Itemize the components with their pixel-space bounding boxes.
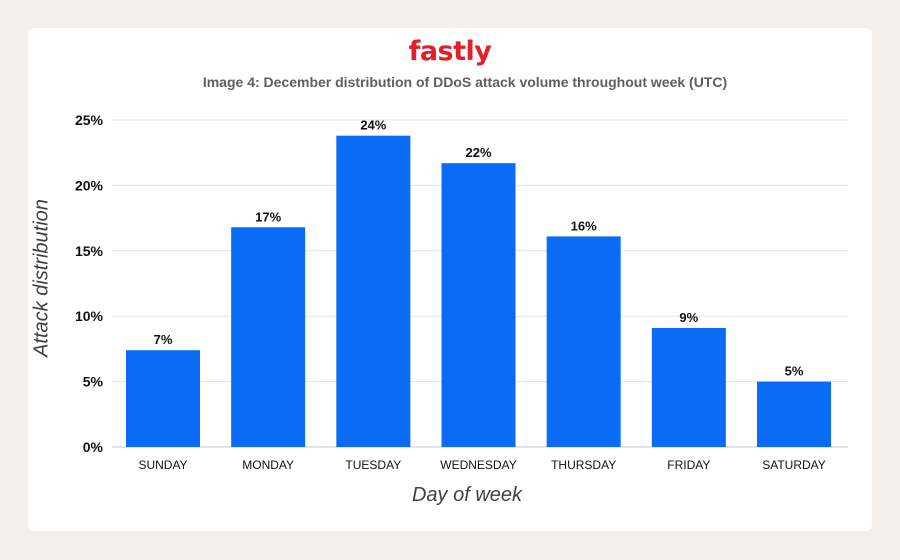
- x-axis-label: Day of week: [411, 484, 523, 506]
- y-tick-label: 0%: [83, 439, 104, 455]
- data-label-wednesday: 22%: [465, 145, 491, 160]
- bar-thursday: [546, 236, 621, 447]
- y-tick-label: 15%: [75, 243, 104, 259]
- y-tick-label: 10%: [75, 308, 104, 324]
- fastly-logo: fastly: [408, 36, 492, 67]
- data-label-tuesday: 24%: [360, 118, 386, 133]
- x-tick-label: SUNDAY: [138, 458, 187, 472]
- bar-saturday: [757, 381, 831, 447]
- data-label-saturday: 5%: [785, 364, 804, 379]
- x-tick-label: THURSDAY: [551, 458, 616, 472]
- y-tick-label: 5%: [83, 374, 104, 390]
- x-tick-label: FRIDAY: [667, 458, 710, 472]
- bar-friday: [651, 327, 726, 447]
- y-tick-label: 25%: [75, 112, 104, 128]
- data-label-monday: 17%: [255, 209, 281, 224]
- data-label-sunday: 7%: [154, 332, 173, 347]
- bar-wednesday: [441, 163, 516, 447]
- bar-sunday: [126, 350, 200, 447]
- x-tick-label: SATURDAY: [762, 458, 826, 472]
- bar-monday: [231, 227, 306, 447]
- bar-tuesday: [336, 135, 411, 448]
- x-tick-label: TUESDAY: [345, 458, 401, 472]
- data-label-thursday: 16%: [571, 218, 597, 233]
- data-label-friday: 9%: [679, 310, 698, 325]
- x-tick-label: MONDAY: [242, 458, 294, 472]
- chart-title: Image 4: December distribution of DDoS a…: [202, 74, 728, 90]
- x-tick-label: WEDNESDAY: [440, 458, 516, 472]
- y-tick-label: 20%: [75, 177, 104, 193]
